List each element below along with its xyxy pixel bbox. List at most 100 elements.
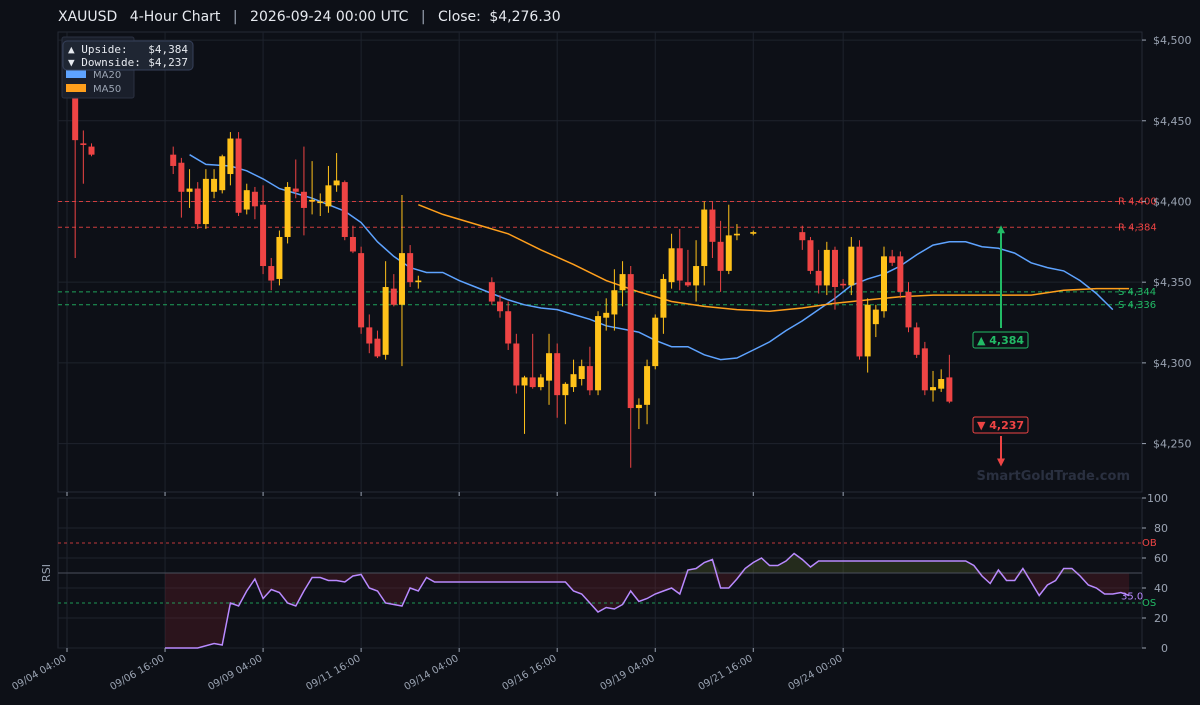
candle-body xyxy=(840,283,847,286)
candle-body xyxy=(284,186,291,237)
candle-body xyxy=(415,280,422,283)
candle-body xyxy=(382,287,389,355)
candle-body xyxy=(586,366,593,391)
candle-body xyxy=(529,377,536,388)
candle-body xyxy=(333,180,340,186)
candle-body xyxy=(652,317,659,367)
candle-body xyxy=(660,278,667,318)
candle-body xyxy=(227,138,234,175)
rsi-oversold-label: OS xyxy=(1142,598,1156,609)
candle-body xyxy=(268,266,275,281)
info-box-frame xyxy=(62,40,194,71)
legend-swatch-ma50 xyxy=(66,84,86,92)
candle-body xyxy=(938,379,945,389)
candle-body xyxy=(856,246,863,357)
candle-body xyxy=(693,266,700,286)
price-targets: ▲ 4,384 ▼ 4,237 xyxy=(972,225,1029,467)
title-datetime: 2026-09-24 00:00 UTC xyxy=(250,9,409,25)
candle-body xyxy=(358,253,365,328)
legend-label-ma20: MA20 xyxy=(93,70,121,81)
candle-body xyxy=(848,246,855,286)
candle-body xyxy=(211,178,218,192)
candle-body xyxy=(366,327,373,344)
info-upside-label: ▲ Upside: xyxy=(68,43,128,56)
candle-body xyxy=(611,290,618,315)
candle-body xyxy=(202,178,209,225)
title-separator-1: | xyxy=(233,9,238,25)
candle-body xyxy=(546,353,553,381)
candle-body xyxy=(619,274,626,291)
candle-body xyxy=(407,253,414,283)
candle-body xyxy=(374,338,381,357)
candle-body xyxy=(733,233,740,236)
x-tick-label: 09/16 16:00 xyxy=(501,653,559,693)
info-upside-value: $4,384 xyxy=(148,43,188,56)
rsi-axis-label: RSI xyxy=(40,564,53,582)
candle-body xyxy=(219,156,226,191)
rsi-y-tick-label: 60 xyxy=(1154,552,1168,565)
candle-body xyxy=(570,374,577,388)
candle-body xyxy=(235,138,242,213)
info-downside-label: ▼ Downside: xyxy=(68,56,141,69)
level-label: R 4,400 xyxy=(1118,196,1157,207)
rsi-last-value-label: 35.0 xyxy=(1121,592,1143,603)
candle-body xyxy=(717,241,724,271)
candle-body xyxy=(946,377,953,402)
candle-body xyxy=(349,236,356,252)
rsi-deviation-fill xyxy=(165,553,1130,648)
downside-target-label: ▼ 4,237 xyxy=(977,419,1024,432)
level-label: S 4,336 xyxy=(1118,300,1156,311)
title-separator-2: | xyxy=(421,9,426,25)
candle-body xyxy=(921,348,928,391)
candle-body xyxy=(725,235,732,271)
candle-body xyxy=(488,282,495,302)
candle-body xyxy=(889,256,896,263)
price-y-tick-label: $4,250 xyxy=(1153,438,1192,451)
candle-body xyxy=(799,232,806,241)
candle-body xyxy=(194,188,201,225)
x-tick-label: 09/06 16:00 xyxy=(108,653,166,693)
x-tick-label: 09/04 04:00 xyxy=(10,653,68,693)
candle-body xyxy=(186,188,193,192)
candle-body xyxy=(750,232,757,234)
candle-body xyxy=(562,383,569,396)
candle-body xyxy=(325,185,332,207)
candle-body xyxy=(243,190,250,210)
rsi-y-tick-label: 100 xyxy=(1147,492,1168,505)
candle-body xyxy=(537,377,544,388)
candle-body xyxy=(823,249,830,286)
candle-body xyxy=(251,191,258,207)
candle-body xyxy=(872,309,879,325)
level-label: S 4,344 xyxy=(1118,287,1156,298)
title-timeframe: 4-Hour Chart xyxy=(130,9,221,25)
candle-body xyxy=(595,316,602,391)
candle-body xyxy=(260,204,267,267)
rsi-y-tick-label: 40 xyxy=(1154,582,1168,595)
price-y-tick-label: $4,450 xyxy=(1153,115,1192,128)
level-label: R 4,384 xyxy=(1118,222,1157,233)
chart-title: XAUUSD 4-Hour Chart | 2026-09-24 00:00 U… xyxy=(58,9,561,25)
x-tick-label: 09/11 16:00 xyxy=(304,653,362,693)
candle-body xyxy=(913,327,920,355)
candle-body xyxy=(72,80,79,141)
legend-label-ma50: MA50 xyxy=(93,84,121,95)
downside-target-box xyxy=(972,416,1029,434)
rsi-below-mid-fill xyxy=(165,573,1130,648)
x-tick-label: 09/24 00:00 xyxy=(786,653,844,693)
title-close-label: Close: xyxy=(438,9,481,25)
candle-body xyxy=(497,301,504,312)
candle-body xyxy=(635,404,642,409)
price-y-tick-label: $4,400 xyxy=(1153,195,1192,208)
y-axis-ticks: $4,250 $4,300 $4,350 $4,400 $4,450 $4,500 0 20 4… xyxy=(1142,34,1192,655)
candle-body xyxy=(80,143,87,145)
rsi-line xyxy=(165,552,1130,649)
candle-body xyxy=(276,236,283,279)
candle-body xyxy=(88,146,95,155)
candle-body xyxy=(170,154,177,166)
downside-arrow-head xyxy=(997,458,1005,467)
rsi-y-tick-label: 20 xyxy=(1154,612,1168,625)
rsi-y-tick-label: 0 xyxy=(1161,642,1168,655)
candle-body xyxy=(905,291,912,328)
rsi-y-tick-label: 80 xyxy=(1154,522,1168,535)
